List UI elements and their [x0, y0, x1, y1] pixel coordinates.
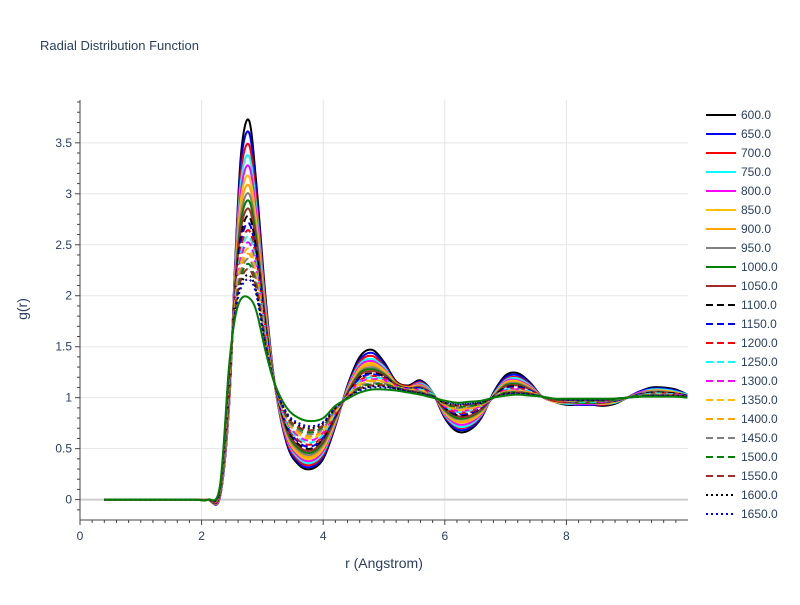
series-line-1100-0	[104, 214, 688, 505]
series-lines	[104, 118, 688, 506]
legend-label: 600.0	[741, 108, 771, 122]
y-tick-label: 3	[65, 187, 72, 201]
series-line-700-0	[104, 142, 688, 506]
x-axis-title: r (Angstrom)	[345, 555, 423, 571]
series-line-unlabeled	[104, 295, 688, 502]
legend-item[interactable]: 1000.0	[706, 260, 778, 274]
series-line-800-0	[104, 164, 688, 506]
legend-item[interactable]: 1450.0	[706, 431, 778, 445]
legend-label: 1000.0	[741, 260, 778, 274]
series-line-750-0	[104, 154, 688, 506]
legend-item[interactable]: 1150.0	[706, 317, 777, 331]
y-tick-label: 1	[65, 391, 72, 405]
legend-label: 1100.0	[741, 298, 777, 312]
y-tick-label: 3.5	[55, 136, 72, 150]
legend-label: 850.0	[741, 203, 771, 217]
y-tick-label: 1.5	[55, 340, 72, 354]
legend-item[interactable]: 1600.0	[706, 488, 778, 502]
legend-label: 1550.0	[741, 469, 778, 483]
legend-label: 1500.0	[741, 450, 778, 464]
series-line-1150-0	[104, 221, 688, 504]
legend[interactable]: 600.0 650.0 700.0 750.0 800.0 850.0 900.0 950.0…	[706, 108, 778, 521]
legend-item[interactable]: 950.0	[706, 241, 771, 255]
legend-item[interactable]: 650.0	[706, 127, 771, 141]
series-line-900-0	[104, 183, 688, 505]
legend-label: 950.0	[741, 241, 771, 255]
legend-label: 1150.0	[741, 317, 777, 331]
series-line-950-0	[104, 192, 688, 505]
legend-item[interactable]: 1550.0	[706, 469, 778, 483]
y-tick-label: 2	[65, 289, 72, 303]
legend-label: 1300.0	[741, 374, 778, 388]
x-tick-label: 8	[563, 529, 570, 543]
legend-label: 1650.0	[741, 507, 778, 521]
y-tick-label: 2.5	[55, 238, 72, 252]
legend-item[interactable]: 850.0	[706, 203, 771, 217]
legend-item[interactable]: 750.0	[706, 165, 771, 179]
legend-label: 750.0	[741, 165, 771, 179]
y-tick-label: 0.5	[55, 442, 72, 456]
legend-item[interactable]: 1250.0	[706, 355, 778, 369]
legend-item[interactable]: 1050.0	[706, 279, 778, 293]
x-tick-label: 6	[441, 529, 448, 543]
legend-item[interactable]: 800.0	[706, 184, 771, 198]
tick-labels: 0 2 4 6 8 0 0.5 1 1.5 2 2.5 3 3.5	[55, 136, 570, 543]
axes	[75, 100, 688, 525]
legend-item[interactable]: 1200.0	[706, 336, 778, 350]
y-tick-label: 0	[65, 493, 72, 507]
x-tick-label: 0	[77, 529, 84, 543]
legend-item[interactable]: 900.0	[706, 222, 771, 236]
series-line-850-0	[104, 174, 688, 505]
x-tick-label: 2	[198, 529, 205, 543]
series-line-1200-0	[104, 229, 688, 504]
legend-label: 800.0	[741, 184, 771, 198]
grid-lines	[80, 100, 688, 520]
series-line-1300-0	[104, 241, 688, 504]
legend-label: 700.0	[741, 146, 771, 160]
legend-item[interactable]: 1500.0	[706, 450, 778, 464]
legend-item[interactable]: 1300.0	[706, 374, 778, 388]
series-line-1000-0	[104, 199, 688, 505]
legend-label: 1400.0	[741, 412, 778, 426]
legend-item[interactable]: 1400.0	[706, 412, 778, 426]
series-line-1350-0	[104, 247, 688, 503]
legend-item[interactable]: 1350.0	[706, 393, 778, 407]
series-line-1050-0	[104, 207, 688, 504]
legend-item[interactable]: 700.0	[706, 146, 771, 160]
y-axis-title: g(r)	[14, 298, 30, 320]
series-line-600-0	[104, 118, 688, 506]
legend-label: 1350.0	[741, 393, 778, 407]
legend-label: 1200.0	[741, 336, 778, 350]
series-line-1400-0	[104, 252, 688, 503]
legend-item[interactable]: 1100.0	[706, 298, 777, 312]
legend-item[interactable]: 1650.0	[706, 507, 778, 521]
legend-item[interactable]: 600.0	[706, 108, 771, 122]
x-tick-label: 4	[320, 529, 327, 543]
legend-label: 650.0	[741, 127, 771, 141]
chart-title: Radial Distribution Function	[40, 38, 199, 53]
legend-label: 1050.0	[741, 279, 778, 293]
legend-label: 1450.0	[741, 431, 778, 445]
legend-label: 1600.0	[741, 488, 778, 502]
legend-label: 900.0	[741, 222, 771, 236]
series-line-1250-0	[104, 235, 688, 504]
legend-label: 1250.0	[741, 355, 778, 369]
